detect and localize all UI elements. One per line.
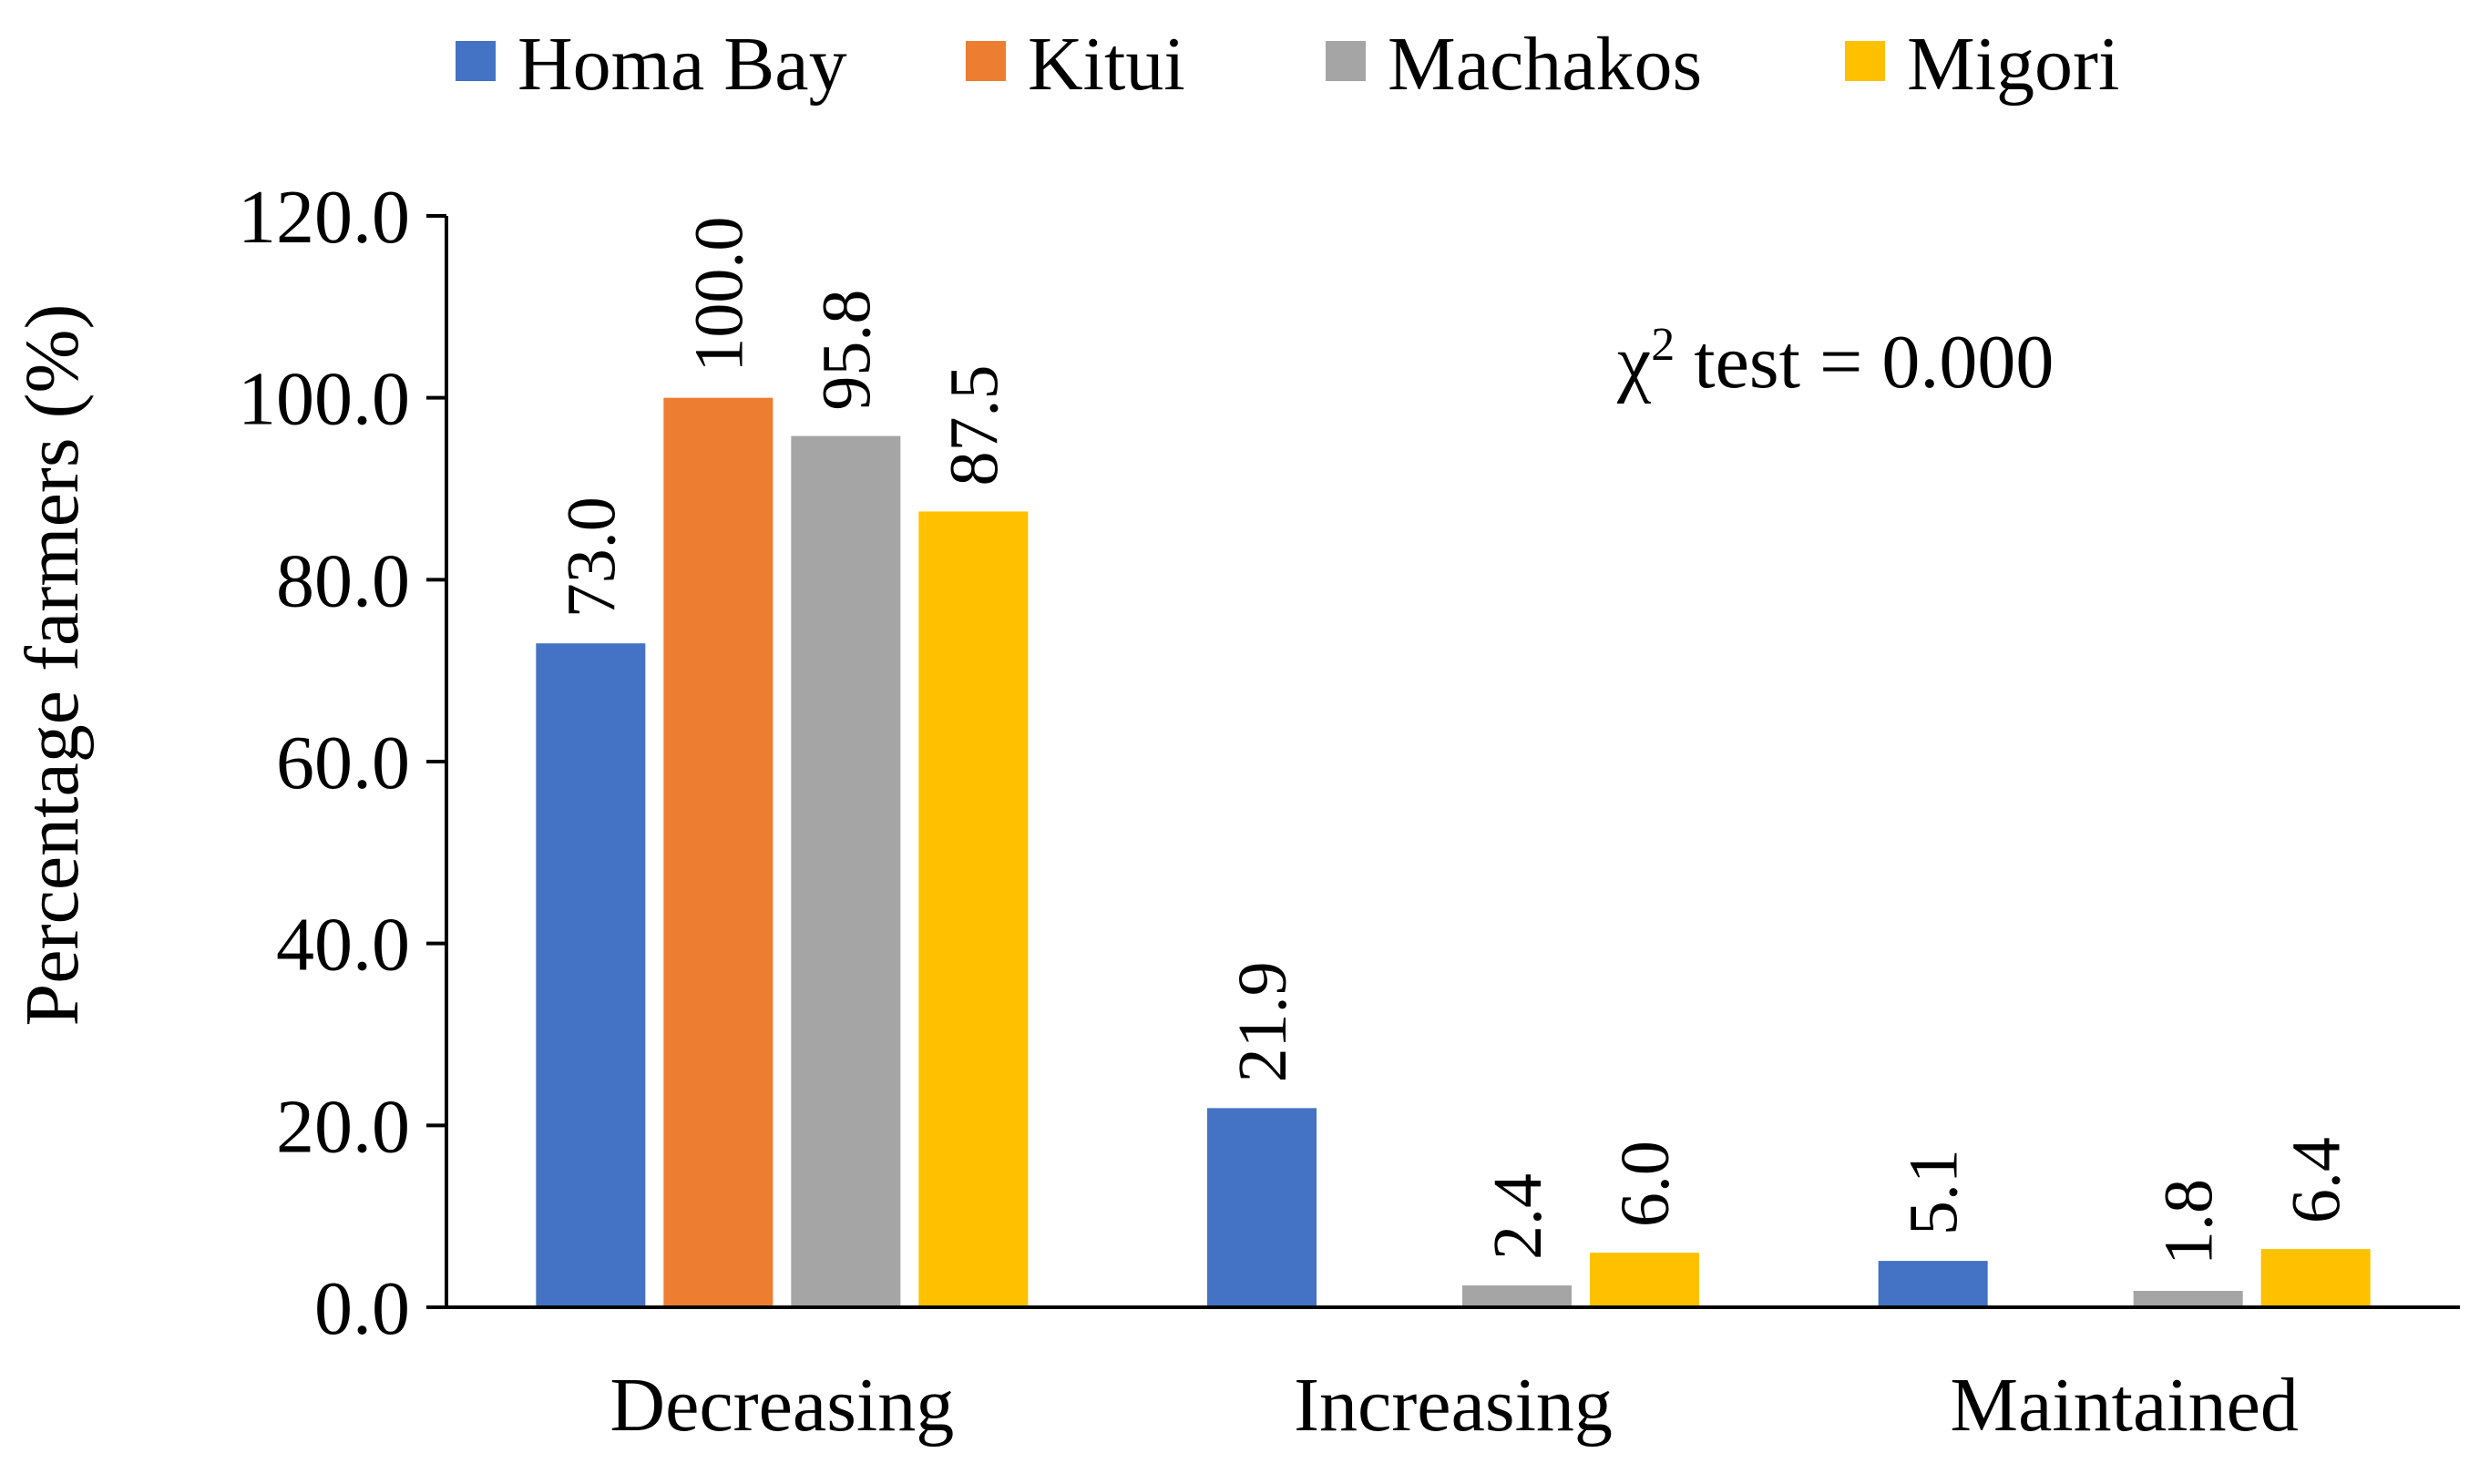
y-tick-label: 20.0 bbox=[276, 1084, 410, 1169]
y-tick-label: 60.0 bbox=[276, 721, 410, 805]
bar-migori-decreasing bbox=[918, 511, 1029, 1307]
y-tick-label: 40.0 bbox=[276, 903, 410, 988]
legend-swatch-homa-bay bbox=[456, 41, 496, 81]
category-labels: Decreasing Increasing Maintained bbox=[610, 1363, 2299, 1448]
y-axis-title: Percentage farmers (%) bbox=[10, 304, 95, 1027]
data-label: 5.1 bbox=[1896, 1149, 1973, 1235]
legend-swatch-machakos bbox=[1326, 41, 1366, 81]
bar-machakos-maintained bbox=[2133, 1291, 2243, 1307]
bar-machakos-increasing bbox=[1462, 1285, 1572, 1307]
category-label-maintained: Maintained bbox=[1950, 1363, 2299, 1448]
y-tick-label: 0.0 bbox=[314, 1266, 410, 1351]
bar-migori-increasing bbox=[1590, 1253, 1699, 1307]
legend-label-homa-bay: Homa Bay bbox=[517, 22, 847, 107]
y-axis-ticks: 0.0 20.0 40.0 60.0 80.0 100.0 120.0 bbox=[238, 175, 446, 1351]
bar-migori-maintained bbox=[2260, 1249, 2371, 1307]
legend-label-migori: Migori bbox=[1907, 22, 2119, 107]
chi-symbol: χ bbox=[1616, 320, 1651, 404]
legend: Homa Bay Kitui Machakos Migori bbox=[456, 22, 2119, 107]
data-label: 95.8 bbox=[808, 290, 885, 411]
data-label: 2.4 bbox=[1480, 1173, 1556, 1260]
category-label-increasing: Increasing bbox=[1294, 1363, 1613, 1448]
y-tick-label: 120.0 bbox=[238, 175, 410, 260]
bar-homa-bay-maintained bbox=[1878, 1261, 1988, 1307]
data-label: 6.4 bbox=[2279, 1137, 2355, 1223]
legend-swatch-kitui bbox=[966, 41, 1006, 81]
bars bbox=[536, 397, 2371, 1308]
bar-homa-bay-decreasing bbox=[536, 643, 646, 1307]
legend-label-machakos: Machakos bbox=[1388, 22, 1702, 107]
data-label: 87.5 bbox=[936, 364, 1012, 486]
data-label: 1.8 bbox=[2151, 1179, 2228, 1265]
bar-machakos-decreasing bbox=[791, 435, 901, 1307]
legend-swatch-migori bbox=[1845, 41, 1885, 81]
category-label-decreasing: Decreasing bbox=[610, 1363, 954, 1448]
bar-kitui-decreasing bbox=[663, 397, 774, 1308]
data-label: 6.0 bbox=[1607, 1141, 1684, 1227]
y-tick-label: 80.0 bbox=[276, 538, 410, 623]
data-label: 21.9 bbox=[1225, 961, 1301, 1082]
y-tick-label: 100.0 bbox=[238, 357, 410, 442]
chi-square-annotation: χ2 test = 0.000 bbox=[1616, 319, 2054, 404]
legend-label-kitui: Kitui bbox=[1028, 22, 1185, 107]
data-label: 100.0 bbox=[681, 217, 757, 373]
data-labels: 73.0 100.0 95.8 87.5 21.9 2.4 6.0 5.1 1.8 6.4 bbox=[553, 217, 2354, 1265]
chi-text: test = 0.000 bbox=[1675, 320, 2054, 404]
chi-superscript: 2 bbox=[1651, 319, 1675, 371]
bar-homa-bay-increasing bbox=[1207, 1108, 1317, 1307]
data-label: 73.0 bbox=[553, 496, 630, 618]
